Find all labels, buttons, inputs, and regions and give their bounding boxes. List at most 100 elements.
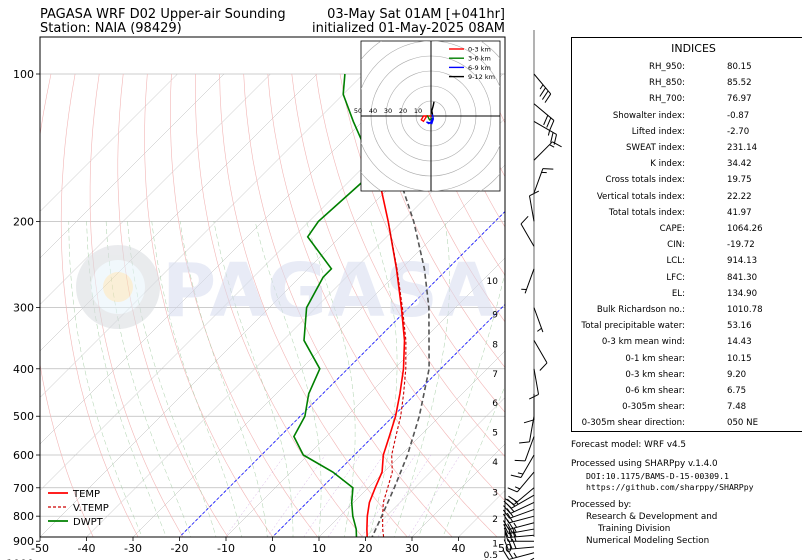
indices-value: 76.97 <box>727 94 752 105</box>
y-tick-label: 1000 <box>6 558 34 560</box>
wind-barbs <box>502 30 562 560</box>
series-temp-line <box>365 73 406 537</box>
dry-adiabat <box>40 73 94 537</box>
x-tick-label: -50 <box>31 542 49 555</box>
indices-row: 0-305m shear direction: 050 NE <box>572 418 802 430</box>
height-km-label: 2 <box>492 515 498 525</box>
indices-value: 231.14 <box>727 143 758 153</box>
indices-value: 80.15 <box>727 62 752 72</box>
section-name: Numerical Modeling Section <box>586 535 710 546</box>
watermark: PAGASA <box>76 245 495 334</box>
moist-adiabat <box>86 221 167 537</box>
wind-barb-staff <box>533 121 557 135</box>
skewt-plot: PAGASA -50 -40 -30 -20 -10 0 10 20 30 40 50 100200… <box>6 36 512 560</box>
indices-row: Showalter index: -0.87 <box>572 111 802 123</box>
skewt-series <box>292 73 430 537</box>
wind-barb-feather <box>546 117 552 128</box>
dry-adiabat <box>170 73 319 537</box>
wind-barb-feather <box>507 523 513 534</box>
indices-row: Total totals index: 41.97 <box>572 208 802 220</box>
indices-row: EL: 134.90 <box>572 289 802 301</box>
height-km-label: 9 <box>492 311 498 321</box>
wind-barb <box>507 471 535 493</box>
indices-row: Bulk Richardson no.: 1010.78 <box>572 305 802 317</box>
indices-value: -0.87 <box>727 110 750 121</box>
hodograph-legend-label: 6-9 km <box>468 64 491 72</box>
height-km-label: 6 <box>492 399 498 409</box>
watermark-logo <box>76 245 160 329</box>
y-axis: 100 200 300 400 500 600 700 800 900 1000 <box>6 68 40 560</box>
wind-barb-feather <box>529 190 540 197</box>
wind-barb-feather <box>520 215 529 225</box>
hodograph-ring-label: 30 <box>384 107 392 115</box>
wind-barb <box>528 190 540 222</box>
height-km-label: 5 <box>492 429 498 439</box>
isotherm-line <box>318 350 505 537</box>
wind-barb-feather <box>506 512 514 523</box>
wind-barb <box>503 523 535 535</box>
wind-barb-feather <box>519 441 530 444</box>
hodograph-trace <box>426 115 433 121</box>
indices-row: LFC: 841.30 <box>572 273 802 285</box>
indices-value: 9.20 <box>727 369 747 380</box>
division-line-1: Research & Development and <box>586 511 718 522</box>
wind-barb <box>533 121 558 145</box>
title-left-1: PAGASA WRF D02 Upper-air Sounding <box>40 7 286 22</box>
height-km-label: 0.5 <box>484 551 498 560</box>
indices-label: 0-305m shear direction: <box>581 418 685 429</box>
moist-adiabat <box>68 221 143 537</box>
indices-label: SWEAT index: <box>626 143 685 153</box>
wind-barb <box>514 436 535 462</box>
height-km-label: 4 <box>492 458 498 468</box>
sharppy-link[interactable]: https://github.com/sharppy/SHARPpy <box>586 481 754 492</box>
wind-barb-feather <box>508 495 518 503</box>
wind-barb <box>502 549 535 560</box>
wind-barb-feather <box>552 141 562 148</box>
indices-row: SWEAT index: 231.14 <box>572 143 802 155</box>
wind-barb-feather <box>528 393 539 400</box>
wind-barb-staff <box>511 494 535 509</box>
y-tick-label: 900 <box>13 535 34 548</box>
wind-barb-staff <box>533 103 555 121</box>
wind-barb <box>533 73 552 103</box>
y-tick-label: 100 <box>13 68 34 81</box>
mixing-ratio-line <box>303 454 361 537</box>
indices-value: 914.13 <box>727 256 758 267</box>
indices-row: RH_950: 80.15 <box>572 62 802 74</box>
wind-barb <box>521 268 535 294</box>
indices-value: 1064.26 <box>727 224 763 234</box>
wind-barb-half-feather <box>513 522 518 528</box>
dry-adiabat <box>267 73 498 537</box>
indices-label: Total precipitable water: <box>581 321 685 332</box>
y-tick-label: 600 <box>13 449 34 462</box>
indices-row: LCL: 914.13 <box>572 256 802 268</box>
wind-barb-staff <box>516 471 535 493</box>
wind-barb-half-feather <box>537 327 542 332</box>
x-tick-label: -10 <box>217 542 235 555</box>
x-tick-label: 20 <box>359 542 373 555</box>
indices-value: 134.90 <box>727 288 758 299</box>
indices-value: 34.42 <box>727 159 752 170</box>
indices-value: -2.70 <box>727 126 750 137</box>
indices-label: CAPE: <box>659 224 685 234</box>
wind-barb-feather <box>542 168 554 170</box>
indices-value: 53.16 <box>727 321 752 332</box>
wind-barb-feather <box>506 549 514 559</box>
indices-row: Lifted index: -2.70 <box>572 127 802 139</box>
wind-barb-half-feather <box>514 486 521 490</box>
indices-label: LFC: <box>666 272 685 283</box>
height-km-label: 7 <box>492 370 498 380</box>
wind-barb-staff <box>508 534 535 538</box>
moist-adiabat <box>254 221 322 537</box>
moist-adiabat <box>105 221 192 537</box>
y-tick-label: 400 <box>13 363 34 376</box>
indices-row: 0-1 km shear: 10.15 <box>572 354 802 366</box>
indices-label: Lifted index: <box>631 126 685 137</box>
mixing-ratio-line <box>361 454 416 537</box>
hodograph-traces <box>420 101 435 125</box>
indices-row: RH_700: 76.97 <box>572 94 802 106</box>
series-parcel-line <box>371 137 430 537</box>
mixing-ratio-line <box>327 454 384 537</box>
x-tick-label: 30 <box>405 542 419 555</box>
